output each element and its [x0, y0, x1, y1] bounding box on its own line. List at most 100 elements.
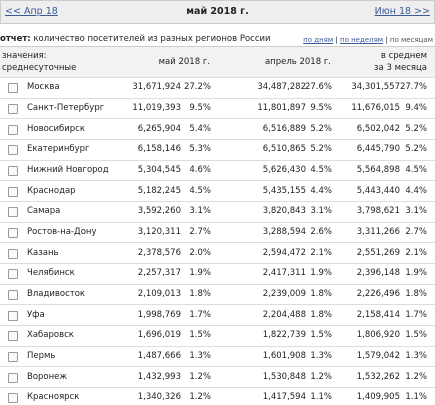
visitors-value: 2,396,148	[356, 268, 400, 279]
row-checkbox[interactable]	[8, 166, 18, 176]
table-row: Краснодар 5,182,245 4.5% 5,435,155 4.4% 5,443…	[0, 180, 435, 201]
visitors-value: 2,417,311	[262, 268, 306, 279]
visitors-value: 2,594,472	[262, 247, 306, 258]
share-value: 5.2%	[310, 144, 332, 155]
row-checkbox[interactable]	[8, 207, 18, 218]
share-value: 27.7%	[399, 82, 427, 93]
visitors-value: 1,530,848	[262, 371, 306, 382]
visitors-value: 3,820,843	[262, 206, 306, 217]
table-header: значения: среднесуточные май 2018 г. апр…	[0, 46, 435, 78]
visitors-value: 2,158,414	[356, 309, 400, 320]
row-checkbox[interactable]	[8, 310, 18, 321]
visitors-value: 3,288,594	[262, 227, 306, 238]
table-row: Казань 2,378,576 2.0% 2,594,472 2.1% 2,551,26…	[0, 242, 435, 263]
share-value: 1.9%	[405, 268, 427, 279]
visitors-value: 2,551,269	[356, 247, 400, 258]
visitors-value: 1,601,908	[262, 351, 306, 362]
visitors-value: 1,340,326	[137, 392, 181, 403]
visitors-value: 5,435,155	[262, 185, 306, 196]
table-row: Екатеринбург 6,158,146 5.3% 6,510,865 5.2% 6,…	[0, 139, 435, 160]
next-link[interactable]: Июн 18 >>	[374, 6, 430, 17]
row-checkbox[interactable]	[8, 290, 18, 301]
share-value: 5.2%	[405, 144, 427, 155]
visitors-value: 6,445,790	[356, 144, 400, 155]
row-checkbox[interactable]	[8, 103, 18, 114]
visitors-value: 6,516,889	[262, 123, 306, 134]
visitors-value: 1,806,920	[356, 330, 400, 341]
visitors-value: 5,304,545	[137, 165, 181, 175]
visitors-value: 34,301,557	[351, 82, 400, 93]
table-row: Нижний Новгород 5,304,545 4.6% 5,626,430 4.5…	[0, 159, 435, 181]
visitors-value: 6,510,865	[262, 144, 306, 155]
region-name: Владивосток	[27, 289, 86, 300]
row-checkbox[interactable]	[8, 228, 18, 239]
table-row: Красноярск 1,340,326 1.2% 1,417,594 1.1% 1,40…	[0, 387, 435, 405]
visitors-value: 2,204,488	[262, 309, 306, 320]
report-label: отчет:	[0, 34, 31, 44]
share-value: 9.5%	[310, 102, 332, 113]
visitors-value: 1,998,769	[137, 309, 181, 320]
share-value: 1.2%	[405, 371, 427, 382]
share-value: 3.1%	[405, 206, 427, 217]
share-value: 4.4%	[405, 185, 427, 196]
table-row: Самара 3,592,260 3.1% 3,820,843 3.1% 3,798,62…	[0, 201, 435, 222]
visitors-value: 2,109,013	[137, 289, 181, 300]
region-name: Уфа	[27, 309, 45, 320]
visitors-value: 1,417,594	[262, 392, 306, 403]
row-checkbox[interactable]	[8, 352, 18, 363]
visitors-value: 11,019,393	[132, 102, 181, 113]
region-name: Краснодар	[27, 185, 76, 196]
col-header: май 2018 г.	[158, 57, 210, 67]
visitors-value: 2,378,576	[137, 247, 181, 258]
visitors-value: 34,487,282	[257, 82, 306, 93]
region-name: Нижний Новгород	[27, 165, 109, 175]
share-value: 5.2%	[405, 123, 427, 134]
table-row: Уфа 1,998,769 1.7% 2,204,488 1.8% 2,158,414 1.…	[0, 304, 435, 325]
period-current: по месяцам	[389, 36, 433, 44]
col-header: за 3 месяца	[374, 63, 427, 73]
share-value: 1.8%	[310, 289, 332, 300]
table-row: Воронеж 1,432,993 1.2% 1,530,848 1.2% 1,532,2…	[0, 366, 435, 387]
visitors-value: 5,626,430	[262, 165, 306, 175]
row-checkbox[interactable]	[8, 269, 18, 280]
share-value: 1.2%	[310, 371, 332, 382]
visitors-value: 6,158,146	[137, 144, 181, 155]
visitors-value: 1,432,993	[137, 371, 181, 382]
region-name: Екатеринбург	[27, 144, 90, 155]
share-value: 1.8%	[405, 289, 427, 300]
share-value: 1.7%	[189, 309, 211, 320]
share-value: 5.2%	[310, 123, 332, 134]
table-row: Хабаровск 1,696,019 1.5% 1,822,739 1.5% 1,806…	[0, 325, 435, 346]
table-row: Владивосток 2,109,013 1.8% 2,239,009 1.8% 2,2…	[0, 283, 435, 305]
period-link[interactable]: по неделям	[340, 36, 384, 44]
row-checkbox[interactable]	[8, 393, 18, 404]
table-row: Санкт-Петербург 11,019,393 9.5% 11,801,897 9…	[0, 97, 435, 119]
period-link[interactable]: по дням	[303, 36, 334, 44]
share-value: 1.5%	[189, 330, 211, 341]
share-value: 1.2%	[189, 371, 211, 382]
share-value: 1.3%	[189, 351, 211, 362]
visitors-value: 1,579,042	[356, 351, 400, 362]
row-checkbox[interactable]	[8, 372, 18, 383]
visitors-value: 5,182,245	[137, 185, 181, 196]
region-name: Москва	[27, 82, 60, 93]
visitors-value: 11,801,897	[257, 102, 306, 113]
row-checkbox[interactable]	[8, 331, 18, 342]
row-checkbox[interactable]	[8, 83, 18, 94]
values-label: значения:	[2, 51, 47, 61]
region-name: Красноярск	[27, 392, 80, 403]
row-checkbox[interactable]	[8, 186, 18, 197]
share-value: 4.6%	[189, 165, 211, 175]
share-value: 27.2%	[183, 82, 211, 93]
report-line: отчет: количество посетителей из разных …	[0, 34, 271, 44]
visitors-value: 1,822,739	[262, 330, 306, 341]
visitors-value: 1,532,262	[356, 371, 400, 382]
row-checkbox[interactable]	[8, 248, 18, 259]
share-value: 2.7%	[189, 227, 211, 238]
region-name: Самара	[27, 206, 61, 217]
share-value: 2.1%	[405, 247, 427, 258]
row-checkbox[interactable]	[8, 124, 18, 135]
prev-link[interactable]: << Апр 18	[5, 6, 58, 17]
share-value: 1.9%	[189, 268, 211, 279]
row-checkbox[interactable]	[8, 145, 18, 156]
